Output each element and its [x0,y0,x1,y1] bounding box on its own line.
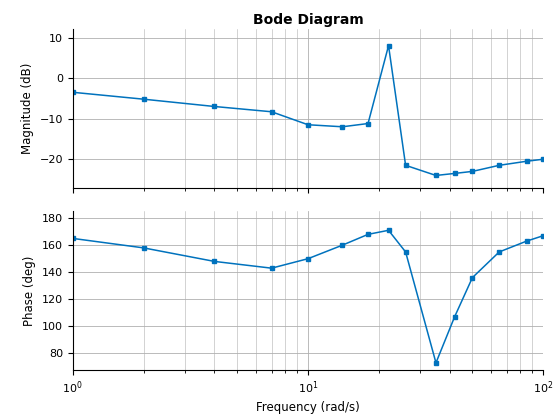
Y-axis label: Phase (deg): Phase (deg) [24,255,36,326]
H [305,256,311,261]
H [469,169,476,174]
Line: H: H [71,228,545,365]
H [268,109,275,114]
H [496,249,502,255]
H [523,239,530,244]
Title: Bode Diagram: Bode Diagram [253,13,363,27]
H [140,97,147,102]
H [268,265,275,270]
H [385,228,392,233]
H [339,124,346,129]
H [385,43,392,48]
H [211,104,218,109]
H [523,159,530,164]
H [339,243,346,248]
Line: H: H [71,44,545,178]
X-axis label: Frequency (rad/s): Frequency (rad/s) [256,402,360,415]
H [365,121,371,126]
H [69,90,76,95]
H [496,163,502,168]
H [540,157,547,162]
H [211,259,218,264]
H [451,171,458,176]
H [433,360,440,365]
H [451,314,458,319]
H [433,173,440,178]
H [140,245,147,250]
H [469,275,476,280]
H [402,163,409,168]
Y-axis label: Magnitude (dB): Magnitude (dB) [21,63,34,154]
H [305,122,311,127]
H [69,236,76,241]
H [540,233,547,238]
H [402,249,409,255]
H [365,232,371,237]
